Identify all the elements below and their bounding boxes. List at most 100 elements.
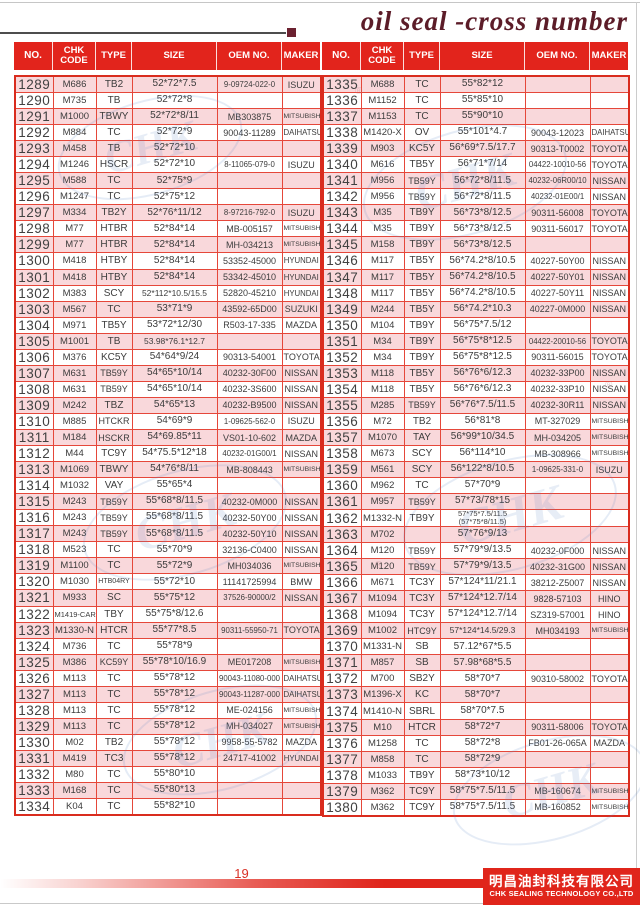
- no-cell: 1339: [322, 140, 362, 158]
- size-cell: 56*74.2*10.3: [439, 300, 526, 318]
- title-rule: [0, 32, 286, 34]
- oem-no-cell: 40232-33P00: [524, 364, 591, 382]
- type-cell: TB: [95, 332, 133, 350]
- oem-no-cell: [216, 332, 283, 350]
- size-cell: 55*78*12: [131, 733, 218, 751]
- size-cell: 56*72*8/11.5: [439, 172, 526, 190]
- chk-code-cell: M184: [52, 428, 97, 447]
- maker-cell: [589, 766, 630, 784]
- type-cell: KC5Y: [403, 140, 441, 158]
- chk-code-cell: M117: [360, 284, 405, 302]
- type-cell: TB59Y: [403, 493, 441, 511]
- no-cell: 1356: [322, 412, 362, 430]
- table-row: 1357 M1070 TAY 56*99*10/34.5 MH-034205 MITSUB…: [322, 428, 630, 447]
- type-cell: TB59Y: [95, 380, 133, 398]
- footer-accent-bar: [0, 879, 640, 888]
- no-cell: 1337: [322, 108, 362, 126]
- maker-cell: [281, 332, 322, 350]
- page-title: oil seal -cross number: [360, 6, 628, 36]
- maker-cell: NISSAN: [281, 396, 322, 414]
- table-row: 1365 M120 TB59Y 57*79*9/13.5 40232-31G00 NISS…: [322, 558, 630, 576]
- no-cell: 1370: [322, 638, 362, 656]
- oem-no-cell: 90311-55950-71: [216, 621, 283, 639]
- size-cell: 56*73*8/12.5: [439, 204, 526, 222]
- chk-code-cell: M243: [52, 493, 97, 511]
- table-row: 1355 M285 TB59Y 56*76*7.5/11.5 40232-30R11 NI…: [322, 396, 630, 414]
- maker-cell: TOYOTA: [589, 670, 630, 688]
- maker-cell: MITSUBISHI: [589, 412, 630, 430]
- size-cell: 56*122*8/10.5: [439, 461, 526, 479]
- size-cell: 56*76*6/12.3: [439, 364, 526, 382]
- table-row: 1337 M1153 TC 55*90*10: [322, 108, 630, 126]
- size-cell: 57*124*12.7/14: [439, 606, 526, 624]
- type-cell: [403, 525, 441, 544]
- oem-no-cell: 53352-45000: [216, 252, 283, 270]
- oem-no-cell: 38212-Z5007: [524, 574, 591, 592]
- oem-no-cell: MH-034027: [216, 717, 283, 735]
- maker-cell: MAZDA: [281, 316, 322, 334]
- maker-cell: NISSAN: [281, 493, 322, 511]
- oem-no-cell: [524, 477, 591, 495]
- no-cell: 1299: [14, 236, 54, 254]
- size-cell: 55*82*10: [131, 798, 218, 816]
- chk-code-cell: M957: [360, 493, 405, 511]
- oem-no-cell: 90313-54001: [216, 348, 283, 366]
- oem-no-cell: 40232-0M000: [216, 493, 283, 511]
- maker-cell: NISSAN: [281, 445, 322, 463]
- oem-no-cell: [524, 493, 591, 511]
- no-cell: 1290: [14, 91, 54, 110]
- type-cell: TB5Y: [95, 316, 133, 334]
- no-cell: 1336: [322, 91, 362, 110]
- no-cell: 1374: [322, 702, 362, 720]
- column-header-type: TYPE: [95, 42, 131, 70]
- size-cell: 55*101*4.7: [439, 124, 526, 142]
- oem-no-cell: 40232-0F000: [524, 542, 591, 560]
- table-row: 1308 M631 TB59Y 54*65*10/14 40232-3S600 NISSA…: [14, 380, 322, 398]
- type-cell: TB5Y: [403, 364, 441, 382]
- no-cell: 1353: [322, 364, 362, 382]
- maker-cell: MITSUBISHI: [589, 428, 630, 447]
- maker-cell: MAZDA: [281, 428, 322, 447]
- no-cell: 1320: [14, 573, 54, 591]
- table-row: 1356 M72 TB2 56*81*8 MT-327029 MITSUBISHI: [322, 412, 630, 430]
- oem-no-cell: 40232-30R11: [524, 396, 591, 414]
- title-bullet-square: [287, 28, 296, 37]
- size-cell: 53*72*12/30: [131, 316, 218, 334]
- no-cell: 1312: [14, 445, 54, 463]
- type-cell: TB59Y: [95, 364, 133, 382]
- size-cell: 52*84*14: [131, 220, 218, 238]
- maker-cell: MITSUBISHI: [281, 461, 322, 479]
- chk-code-cell: M44: [52, 445, 97, 463]
- table-row: 1343 M35 TB9Y 56*73*8/12.5 90311-56008 TOYOTA: [322, 204, 630, 222]
- size-cell: 57.98*68*5.5: [439, 654, 526, 672]
- type-cell: TB59Y: [403, 396, 441, 414]
- chk-code-cell: M118: [360, 364, 405, 382]
- chk-code-cell: M419: [52, 749, 97, 767]
- chk-code-cell: M35: [360, 204, 405, 222]
- oem-no-cell: ME-024156: [216, 701, 283, 719]
- size-cell: 56*74.2*8/10.5: [439, 268, 526, 286]
- size-cell: 56*76*7.5/11.5: [439, 396, 526, 414]
- chk-code-cell: M588: [52, 172, 97, 190]
- no-cell: 1321: [14, 589, 54, 607]
- chk-code-cell: K04: [52, 798, 97, 816]
- chk-code-cell: M1419-CAR: [52, 605, 97, 623]
- chk-code-cell: M1396-X: [360, 686, 405, 704]
- no-cell: 1343: [322, 204, 362, 222]
- no-cell: 1354: [322, 380, 362, 398]
- chk-code-cell: M561: [360, 461, 405, 479]
- table-row: 1293 M458 TB 52*72*10: [14, 140, 322, 158]
- type-cell: TB9Y: [403, 332, 441, 350]
- table-row: 1336 M1152 TC 55*85*10: [322, 91, 630, 110]
- chk-code-cell: M616: [360, 156, 405, 174]
- maker-cell: [589, 91, 630, 110]
- size-cell: 52*72*8/11: [131, 108, 218, 126]
- table-row: 1329 M113 TC 55*78*12 MH-034027 MITSUBISHI: [14, 717, 322, 735]
- chk-code-cell: M158: [360, 236, 405, 254]
- type-cell: TB9Y: [403, 316, 441, 334]
- maker-cell: SUZUKI: [281, 300, 322, 318]
- no-cell: 1349: [322, 300, 362, 318]
- no-cell: 1373: [322, 686, 362, 704]
- maker-cell: TOYOTA: [589, 348, 630, 366]
- oem-no-cell: [216, 91, 283, 110]
